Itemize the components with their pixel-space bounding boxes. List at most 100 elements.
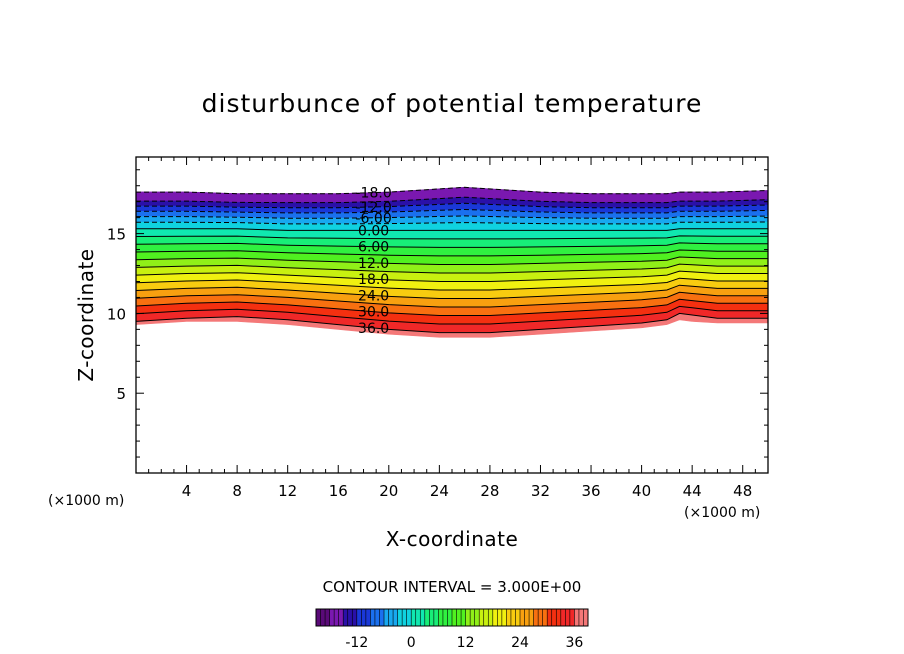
colorbar-swatch [578,609,584,626]
contour-label: 12.0 [358,256,389,272]
x-tick-label: 8 [232,482,242,500]
colorbar-swatch [551,609,557,626]
contour-line [136,284,768,299]
contour-label: -12.0 [356,200,392,216]
x-tick-label: 12 [278,482,297,500]
colorbar-swatch [556,609,562,626]
colorbar-swatch [524,609,530,626]
colorbar-swatch [506,609,512,626]
colorbar-swatch [492,609,498,626]
contour-line [136,228,768,231]
colorbar-frame [315,608,589,627]
contour-line [136,305,768,325]
contour-line [136,242,768,248]
contour-label: 30.0 [358,305,389,321]
x-tick-label: 32 [531,482,550,500]
contour-label: 6.00 [358,240,389,256]
contour-label: 18.0 [358,272,389,288]
colorbar-swatch [461,609,467,626]
colorbar-swatch [356,609,362,626]
contour-label: -18.0 [356,186,392,202]
contour-line [136,312,768,334]
colorbar-swatch [442,609,448,626]
colorbar [315,608,589,627]
colorbar-swatch [497,609,503,626]
colorbar-tick-labels: -12 0 12 24 36 [345,635,583,651]
colorbar-swatch [316,609,322,626]
y-tick-label: 15 [107,226,126,244]
colorbar-tick-label: 36 [565,635,583,651]
colorbar-swatch [529,609,535,626]
contour-line [136,215,768,219]
colorbar-swatch [338,609,344,626]
colorbar-swatch [520,609,526,626]
colorbar-swatch [365,609,371,626]
colorbar-swatch [393,609,399,626]
contour-line [136,263,768,274]
x-tick-label: 44 [683,482,702,500]
x-axis-label: X-coordinate [386,527,519,551]
contour-line [136,235,768,240]
colorbar-swatch [569,609,575,626]
x-tick-label: 16 [329,482,348,500]
colorbar-swatch [374,609,380,626]
colorbar-swatch [402,609,408,626]
x-tick-label: 20 [379,482,398,500]
contour-line [136,256,768,265]
y-unit-label: (×1000 m) [48,493,124,509]
colorbar-swatch [325,609,331,626]
colorbar-swatch [320,609,326,626]
contour-label: 0.00 [358,223,389,239]
colorbar-swatch [533,609,539,626]
colorbar-swatch [334,609,340,626]
contour-label: 24.0 [358,288,389,304]
colorbar-swatch [547,609,553,626]
colorbar-tick-label: 24 [511,635,529,651]
colorbar-swatch [465,609,471,626]
colorbar-swatch [542,609,548,626]
colorbar-swatch [352,609,358,626]
contour-line [136,291,768,308]
contour-line [136,221,768,225]
colorbar-swatch [379,609,385,626]
x-tick-labels: 4 8 12 16 20 24 28 32 36 40 44 48 [182,482,752,500]
colorbar-swatch [438,609,444,626]
contour-line [136,186,768,195]
axis-ticks [136,157,768,473]
chart-title: disturbunce of potential temperature [202,89,703,118]
colorbar-swatch [515,609,521,626]
colorbar-swatch [424,609,430,626]
colorbar-swatch [501,609,507,626]
colorbar-swatch [470,609,476,626]
y-axis-label: Z-coordinate [74,248,98,381]
x-tick-label: 40 [632,482,651,500]
colorbar-swatch [420,609,426,626]
x-unit-label: (×1000 m) [684,505,760,521]
colorbar-swatch [406,609,412,626]
colorbar-swatch [329,609,335,626]
x-tick-label: 36 [581,482,600,500]
colorbar-swatch [447,609,453,626]
colorbar-swatch [343,609,349,626]
colorbar-swatch [347,609,353,626]
colorbar-swatch [433,609,439,626]
colorbar-swatch [583,609,589,626]
y-tick-label: 10 [107,305,126,323]
colorbar-swatch [411,609,417,626]
x-tick-label: 4 [182,482,192,500]
colorbar-swatch [474,609,480,626]
colorbar-swatch [565,609,571,626]
contour-line [136,270,768,282]
contour-field: -18.0-12.0-6.000.006.0012.018.024.030.03… [136,186,768,338]
contour-line [136,208,768,214]
colorbar-swatch [479,609,485,626]
contour-interval-label: CONTOUR INTERVAL = 3.000E+00 [323,578,582,596]
contour-line [136,277,768,291]
colorbar-tick-label: 0 [407,635,416,651]
colorbar-swatch [429,609,435,626]
colorbar-swatch [510,609,516,626]
colorbar-swatch [560,609,566,626]
colorbar-swatch [384,609,390,626]
contour-label: -6.00 [356,211,392,227]
